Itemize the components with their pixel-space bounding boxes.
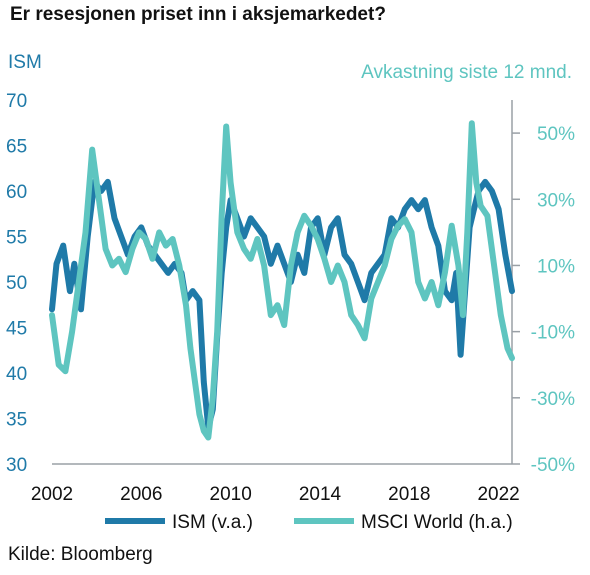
left-axis-title: ISM [8,52,42,73]
x-tick-label: 2018 [388,484,430,505]
right-tick-label: -50% [531,455,575,476]
x-tick-label: 2002 [31,484,73,505]
x-tick-label: 2014 [299,484,342,505]
left-tick-label: 70 [6,91,27,112]
legend-label-ism: ISM (v.a.) [172,512,253,533]
right-tick-label: -10% [531,323,575,344]
legend: ISM (v.a.) MSCI World (h.a.) [105,512,513,533]
series-line-msci [49,120,515,441]
left-tick-label: 60 [6,182,27,203]
right-axis-ticks: -50% -30% -10% 10% 30% 50% [512,124,575,476]
right-tick-label: 10% [537,256,575,277]
x-tick-label: 2022 [477,484,519,505]
left-tick-label: 50 [6,273,27,294]
x-tick-label: 2010 [210,484,252,505]
right-tick-label: 50% [537,124,575,145]
left-tick-label: 35 [6,410,27,431]
left-tick-label: 55 [6,228,27,249]
right-tick-label: 30% [537,190,575,211]
series-layer [49,120,515,441]
series-line-ism [49,178,515,431]
left-tick-label: 30 [6,455,27,476]
x-tick-label: 2006 [120,484,162,505]
left-tick-label: 65 [6,137,27,158]
source-note: Kilde: Bloomberg [8,544,153,565]
left-axis-ticks: 30 35 40 45 50 55 60 65 70 [6,91,27,476]
left-tick-label: 45 [6,319,27,340]
left-tick-label: 40 [6,364,27,385]
right-tick-label: -30% [531,389,575,410]
chart-title: Er resesjonen priset inn i aksjemarkedet… [10,4,386,25]
x-axis-ticks: 2002 2006 2010 2014 2018 2022 [31,484,520,505]
right-axis-title: Avkastning siste 12 mnd. [361,62,572,83]
legend-label-msci: MSCI World (h.a.) [361,512,513,533]
